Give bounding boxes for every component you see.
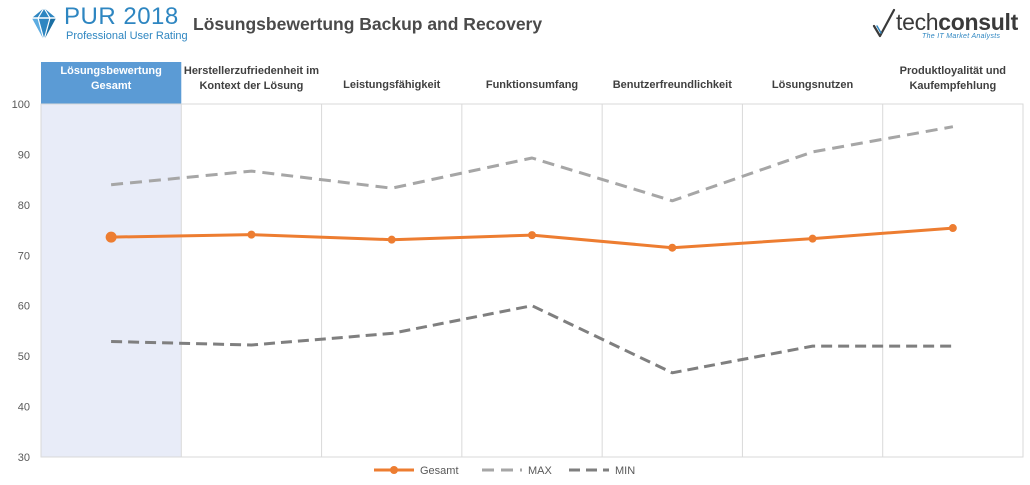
category-label: Funktionsumfang xyxy=(486,79,578,91)
brand-prefix: tech xyxy=(896,9,939,35)
category-label-line: Produktloyalität und xyxy=(900,65,1006,77)
techconsult-logo: techconsult The IT Market Analysts xyxy=(872,8,1024,44)
category-label-line: Herstellerzufriedenheit im xyxy=(184,65,319,77)
logo-sub-text: Professional User Rating xyxy=(66,30,188,42)
category-label-line: Benutzerfreundlichkeit xyxy=(613,79,733,91)
category-label-line: Kaufempfehlung xyxy=(909,80,996,92)
highlight-band xyxy=(41,104,182,457)
y-tick-label: 80 xyxy=(18,200,30,212)
category-label: Herstellerzufriedenheit im Kontext der Lö… xyxy=(184,65,319,92)
data-point-gesamt xyxy=(528,231,536,240)
y-tick-label: 70 xyxy=(18,250,30,262)
category-label-line: Leistungsfähigkeit xyxy=(343,79,441,91)
page-title: Lösungsbewertung Backup and Recovery xyxy=(193,14,543,34)
legend-label: MAX xyxy=(528,465,553,477)
series-line-min xyxy=(111,304,953,375)
y-tick-label: 50 xyxy=(18,351,30,363)
plot-border xyxy=(40,103,1024,458)
logo-main-text: PUR 2018 xyxy=(64,3,179,30)
brand-tagline: The IT Market Analysts xyxy=(922,33,1001,40)
data-point-gesamt xyxy=(808,234,817,243)
series-line-max xyxy=(110,125,954,203)
category-label: Produktloyalität und Kaufempfehlung xyxy=(900,65,1006,92)
y-tick-label: 60 xyxy=(18,301,30,313)
category-label-line: Funktionsumfang xyxy=(486,79,578,91)
brand-name: techconsult xyxy=(896,10,1018,34)
diamond-icon xyxy=(32,6,56,42)
data-point-gesamt xyxy=(247,230,256,239)
page-header: PUR 2018 Professional User Rating Lösung… xyxy=(0,0,1030,50)
category-label: Lösungsbewertung Gesamt xyxy=(60,65,161,92)
data-point-gesamt xyxy=(948,224,957,233)
pur-logo: PUR 2018 Professional User Rating xyxy=(28,4,188,46)
data-point-gesamt xyxy=(668,243,677,252)
data-point-gesamt xyxy=(387,235,396,244)
category-label-line: Lösungsnutzen xyxy=(772,79,854,91)
y-tick-label: 30 xyxy=(18,452,30,464)
y-tick-label: 40 xyxy=(18,402,30,414)
category-label-line: Lösungsbewertung xyxy=(60,65,161,77)
highlight-header xyxy=(41,62,182,104)
legend-label: MIN xyxy=(615,465,635,477)
y-tick-label: 90 xyxy=(18,149,30,161)
y-tick-label: 100 xyxy=(12,99,30,111)
category-label-line: Gesamt xyxy=(91,80,132,92)
data-point-gesamt xyxy=(105,231,117,243)
brand-suffix: consult xyxy=(938,9,1018,35)
line-chart: 30 40 50 60 70 80 90 100 Lösungsbewertung Gesamt H… xyxy=(12,62,1024,477)
category-label: Leistungsfähigkeit xyxy=(343,79,441,91)
legend-marker xyxy=(390,466,398,474)
category-label-line: Kontext der Lösung xyxy=(199,80,303,92)
category-label: Lösungsnutzen xyxy=(772,79,854,91)
legend-label: Gesamt xyxy=(420,465,459,477)
checkmark-icon xyxy=(872,8,896,38)
category-label: Benutzerfreundlichkeit xyxy=(613,79,733,91)
